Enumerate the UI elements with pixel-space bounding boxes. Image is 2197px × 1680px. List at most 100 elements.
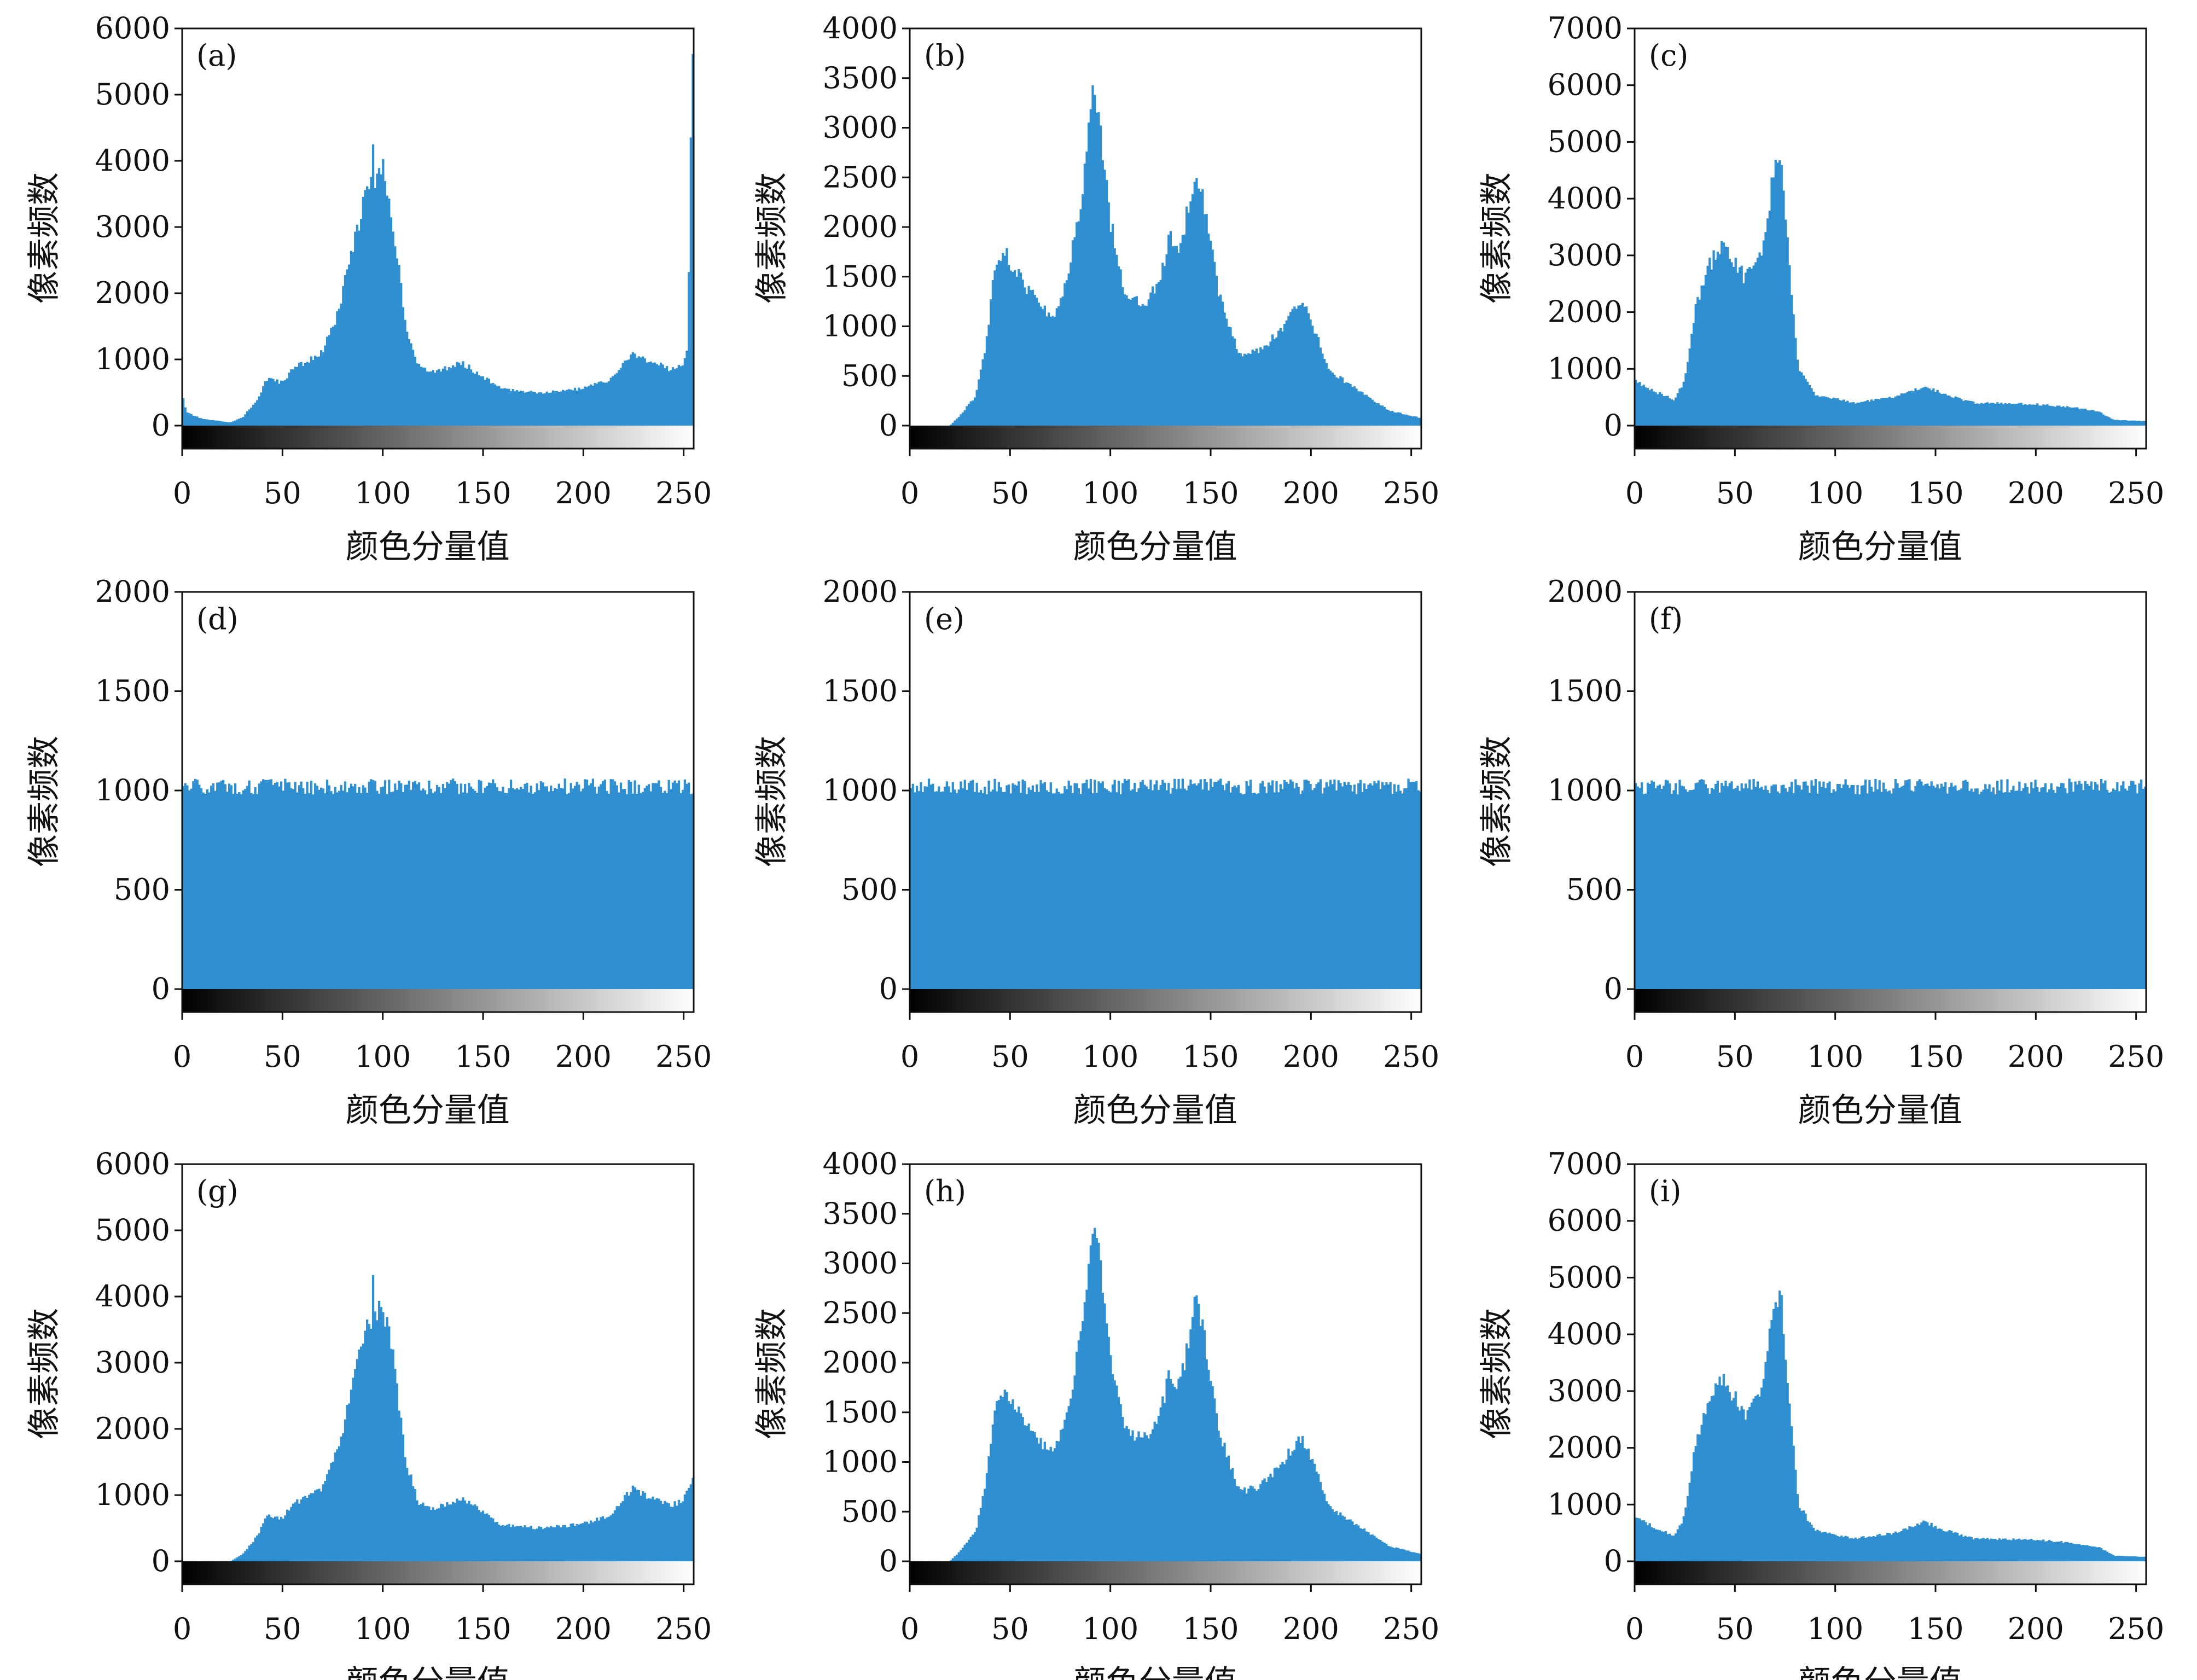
- histogram-bar: [530, 786, 532, 989]
- histogram-bar: [1163, 1403, 1166, 1561]
- histogram-bar: [1732, 789, 1735, 989]
- histogram-bar: [1371, 399, 1374, 426]
- histogram-bar: [1986, 788, 1989, 989]
- histogram-bar: [306, 362, 309, 426]
- histogram-bar: [1972, 1539, 1975, 1561]
- histogram-bar: [627, 359, 630, 426]
- histogram-bar: [468, 1501, 470, 1561]
- histogram-bar: [1669, 783, 1671, 989]
- histogram-bar: [1722, 786, 1725, 989]
- histogram-bar: [960, 781, 962, 989]
- histogram-bar: [1640, 386, 1643, 426]
- histogram-bar: [1013, 784, 1016, 989]
- panel-label: (h): [924, 1174, 966, 1208]
- histogram-bar: [306, 1497, 309, 1561]
- histogram-bar: [2084, 1545, 2087, 1561]
- histogram-bar: [572, 1523, 574, 1561]
- histogram-bar: [1772, 784, 1775, 989]
- y-tick-label: 7000: [1548, 1147, 1623, 1181]
- histogram-bar: [1051, 316, 1054, 426]
- histogram-bar: [1361, 1528, 1364, 1561]
- histogram-bar: [1027, 787, 1030, 989]
- histogram-bar: [1257, 793, 1260, 989]
- histogram-bar: [1710, 788, 1713, 989]
- histogram-bar: [1015, 276, 1018, 426]
- histogram-bar: [1359, 780, 1362, 989]
- histogram-bar: [1135, 296, 1138, 426]
- histogram-bar: [284, 380, 287, 426]
- histogram-bar: [186, 412, 189, 426]
- histogram-bar: [508, 788, 510, 989]
- histogram-bar: [354, 231, 357, 426]
- histogram-bar: [1367, 1532, 1370, 1561]
- histogram-bar: [1303, 1448, 1306, 1561]
- histogram-bar: [182, 786, 185, 989]
- histogram-bar: [504, 793, 507, 989]
- histogram-bar: [446, 370, 449, 426]
- histogram-bar: [1185, 790, 1188, 989]
- histogram-bar: [1355, 388, 1358, 426]
- histogram-bar: [1094, 780, 1096, 989]
- histogram-bar: [1269, 785, 1272, 989]
- histogram-bar: [612, 376, 614, 426]
- histogram-bar: [1932, 388, 1935, 426]
- histogram-bar: [1051, 1451, 1054, 1561]
- histogram-bar: [388, 199, 391, 426]
- histogram-bar: [671, 1507, 675, 1561]
- x-tick-label: 100: [354, 1612, 411, 1646]
- histogram-bar: [194, 778, 197, 989]
- histogram-bar: [447, 783, 451, 989]
- histogram-bar: [1838, 400, 1841, 426]
- histogram-bar: [1954, 785, 1957, 989]
- histogram-bar: [1271, 334, 1274, 426]
- histogram-bar: [689, 1484, 692, 1561]
- histogram-bar: [1223, 790, 1226, 989]
- histogram-bar: [336, 311, 339, 426]
- histogram-bar: [1910, 790, 1913, 989]
- histogram-bar: [2138, 783, 2141, 989]
- histogram-bar: [1792, 1445, 1795, 1561]
- histogram-bar: [545, 1526, 548, 1561]
- histogram-bar: [1361, 792, 1364, 989]
- panel-label: (i): [1649, 1174, 1681, 1208]
- histogram-bar: [1682, 786, 1685, 989]
- histogram-bar: [1660, 393, 1663, 426]
- histogram-bar: [1403, 414, 1406, 426]
- histogram-bar: [1694, 1446, 1697, 1561]
- panel-label: (f): [1649, 602, 1683, 636]
- histogram-bar: [1764, 785, 1767, 989]
- histogram-bar: [603, 780, 606, 989]
- histogram-bar: [469, 1504, 473, 1561]
- histogram-bar: [1822, 396, 1825, 426]
- histogram-bar: [2100, 778, 2103, 989]
- histogram-bar: [254, 402, 257, 426]
- histogram-bar: [1363, 394, 1366, 426]
- histogram-bar: [1015, 786, 1018, 989]
- histogram-bar: [1024, 287, 1026, 426]
- y-tick-label: 500: [841, 1494, 898, 1528]
- histogram-bar: [1387, 410, 1390, 426]
- histogram-bar: [1261, 349, 1264, 426]
- histogram-bar: [1886, 791, 1889, 989]
- histogram-bar: [1401, 793, 1404, 989]
- histogram-bar: [487, 782, 491, 989]
- x-tick-label: 50: [264, 1039, 301, 1074]
- histogram-bar: [1820, 396, 1823, 426]
- histogram-bar: [648, 362, 650, 426]
- histogram-bar: [1209, 778, 1212, 989]
- histogram-bar: [1042, 1449, 1044, 1561]
- plot-frame: [181, 27, 695, 450]
- histogram-bar: [1089, 109, 1092, 426]
- histogram-bar: [2068, 407, 2071, 426]
- histogram-bar: [1824, 1531, 1827, 1561]
- histogram-bar: [1407, 415, 1410, 426]
- histogram-bar: [1082, 1321, 1084, 1561]
- x-tick-label: 100: [354, 476, 411, 510]
- histogram-bar: [1692, 323, 1695, 426]
- histogram-bar: [2122, 1556, 2125, 1561]
- histogram-bar: [280, 781, 283, 989]
- histogram-bar: [545, 786, 548, 989]
- histogram-bar: [1199, 191, 1202, 426]
- histogram-bar: [1201, 789, 1204, 989]
- histogram-bars: [1635, 778, 2147, 989]
